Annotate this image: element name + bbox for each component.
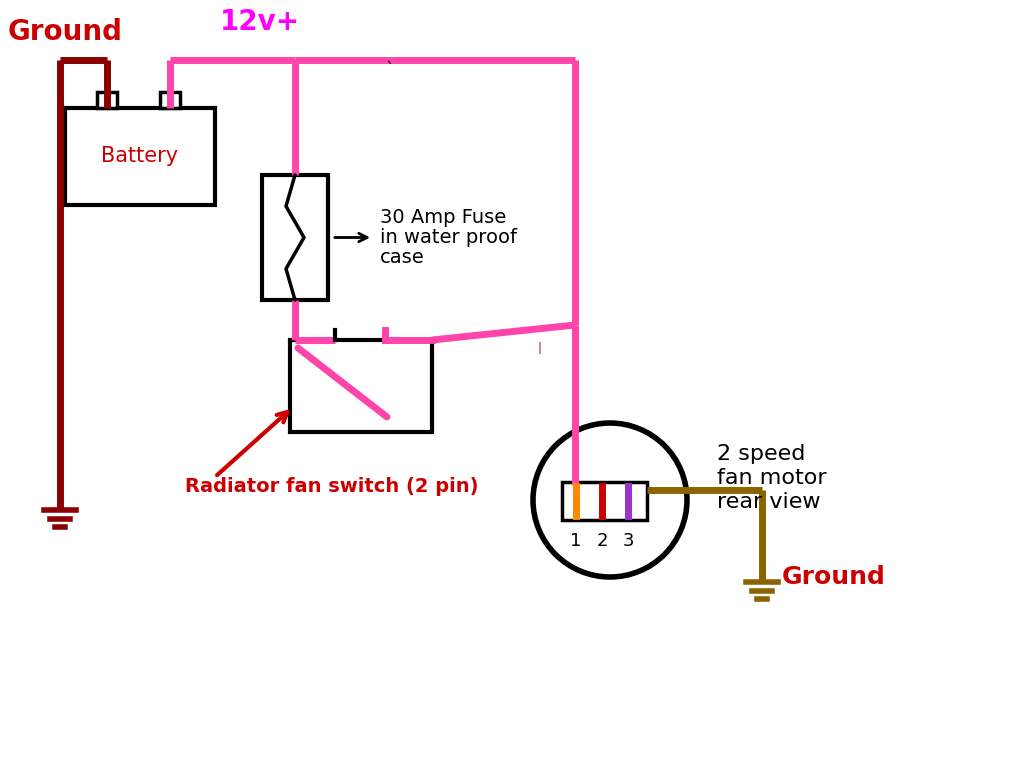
Text: 12v+: 12v+ — [220, 8, 300, 36]
Text: 2 speed: 2 speed — [717, 444, 805, 464]
Text: in water proof: in water proof — [380, 228, 517, 247]
Bar — [160, 92, 180, 108]
Bar — [65, 108, 215, 205]
Text: 30 Amp Fuse: 30 Amp Fuse — [380, 208, 506, 227]
Text: 2: 2 — [596, 532, 608, 550]
Bar — [562, 482, 647, 520]
Text: Radiator fan switch (2 pin): Radiator fan switch (2 pin) — [185, 477, 478, 496]
Bar — [290, 340, 432, 432]
Text: Battery: Battery — [101, 147, 178, 167]
Text: `: ` — [386, 61, 394, 79]
Text: Ground: Ground — [782, 565, 886, 589]
Text: 1: 1 — [570, 532, 582, 550]
Text: case: case — [380, 248, 425, 267]
Bar — [262, 175, 328, 300]
Bar — [97, 92, 117, 108]
Text: Ground: Ground — [8, 18, 123, 46]
Text: 3: 3 — [623, 532, 634, 550]
Text: fan motor: fan motor — [717, 468, 826, 488]
Text: rear view: rear view — [717, 492, 820, 512]
